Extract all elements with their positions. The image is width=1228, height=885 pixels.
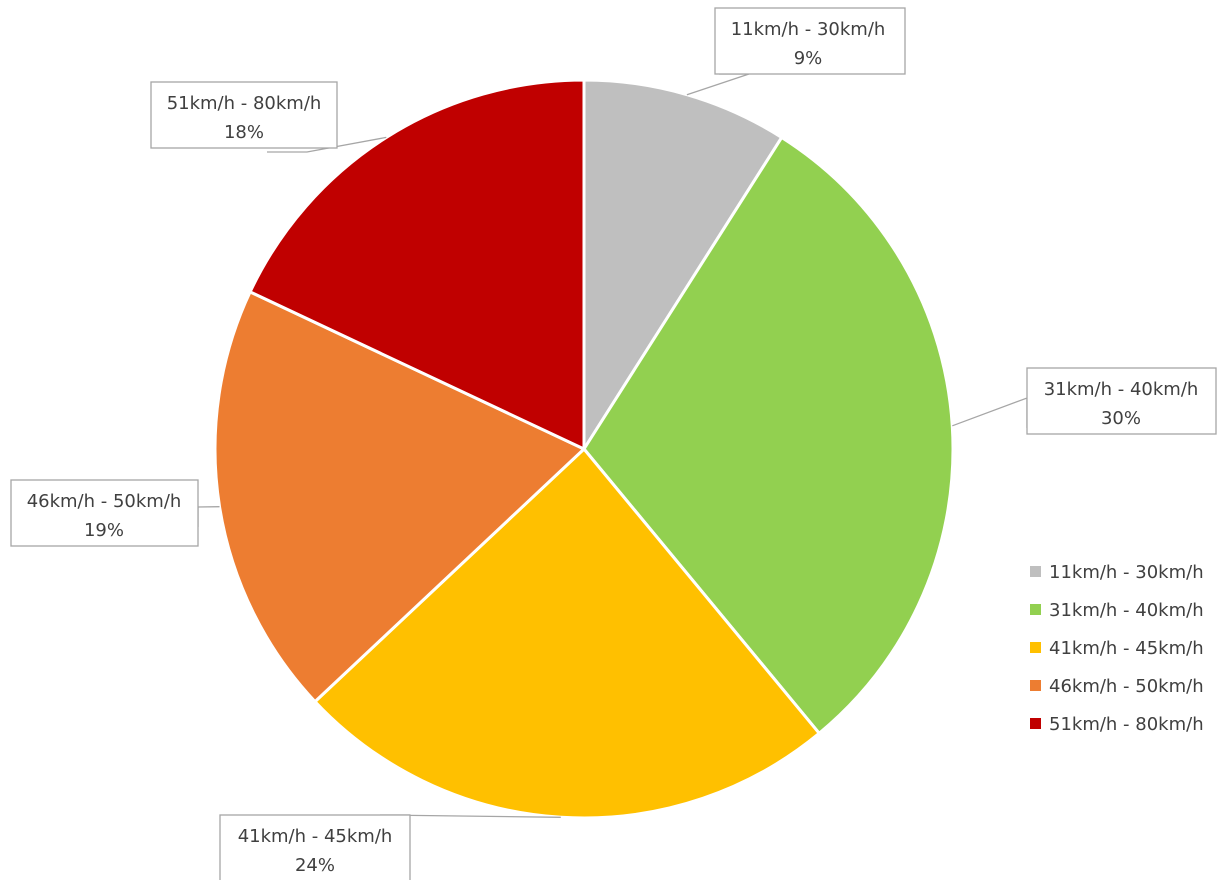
pie-slice-31km-h-40km-h <box>582 135 955 735</box>
pie-slice-46km-h-50km-h <box>213 290 586 704</box>
legend-swatch-41km-h-45km-h <box>1030 642 1041 653</box>
legend-label-31km-h-40km-h: 31km/h - 40km/h <box>1049 600 1204 621</box>
data-label-box-31km-h-40km-h <box>1026 367 1217 435</box>
data-label-box-51km-h-80km-h <box>150 81 338 149</box>
data-label-percent-51km-h-80km-h: 18% <box>224 122 264 143</box>
callout-line-11km-h-30km-h <box>686 73 750 96</box>
data-label-box-46km-h-50km-h <box>10 479 199 547</box>
legend-swatch-46km-h-50km-h <box>1030 680 1041 691</box>
pie-slices <box>213 78 955 820</box>
data-label-percent-41km-h-45km-h: 24% <box>295 855 335 876</box>
legend-swatch-11km-h-30km-h <box>1030 566 1041 577</box>
data-label-percent-31km-h-40km-h: 30% <box>1101 408 1141 429</box>
data-label-category-51km-h-80km-h: 51km/h - 80km/h <box>167 93 322 114</box>
data-label-category-31km-h-40km-h: 31km/h - 40km/h <box>1044 379 1199 400</box>
data-label-percent-46km-h-50km-h: 19% <box>84 520 124 541</box>
data-label-category-41km-h-45km-h: 41km/h - 45km/h <box>238 826 393 847</box>
callout-line-31km-h-40km-h <box>952 397 1028 428</box>
legend-label-51km-h-80km-h: 51km/h - 80km/h <box>1049 714 1204 735</box>
data-label-category-46km-h-50km-h: 46km/h - 50km/h <box>27 491 182 512</box>
callout-line-46km-h-50km-h <box>197 506 220 527</box>
data-label-box-41km-h-45km-h <box>219 814 411 882</box>
pie-slice-41km-h-45km-h <box>313 447 821 820</box>
legend-label-11km-h-30km-h: 11km/h - 30km/h <box>1049 562 1204 583</box>
callout-line-51km-h-80km-h <box>267 136 387 153</box>
legend-label-41km-h-45km-h: 41km/h - 45km/h <box>1049 638 1204 659</box>
legend-label-46km-h-50km-h: 46km/h - 50km/h <box>1049 676 1204 697</box>
legend-swatch-31km-h-40km-h <box>1030 604 1041 615</box>
data-labels: 11km/h - 30km/h 9% 31km/h - 40km/h 30% 41km/… <box>10 7 1217 882</box>
pie-slice-51km-h-80km-h <box>248 78 586 451</box>
legend: 11km/h - 30km/h 31km/h - 40km/h 41km/h - 4… <box>1030 562 1204 735</box>
legend-swatch-51km-h-80km-h <box>1030 718 1041 729</box>
data-label-box-11km-h-30km-h <box>714 7 906 75</box>
data-label-percent-11km-h-30km-h: 9% <box>794 48 823 69</box>
data-label-category-11km-h-30km-h: 11km/h - 30km/h <box>731 19 886 40</box>
